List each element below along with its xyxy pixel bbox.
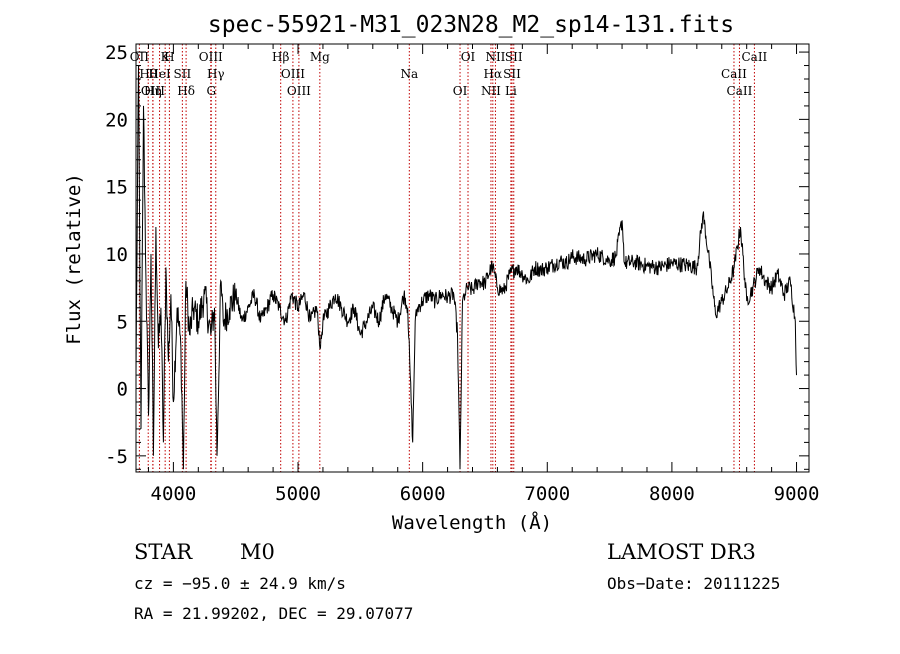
emission-line-label: NII bbox=[485, 50, 505, 64]
redshift-cz: cz = −95.0 ± 24.9 km/s bbox=[134, 574, 346, 593]
emission-line-label: SII bbox=[503, 67, 521, 81]
emission-line-label: K bbox=[161, 50, 171, 64]
emission-line-labels: OIIHθOIIIKHeIHηHSIIHδOIIIHγGHβOIIIOIIIMg… bbox=[130, 50, 768, 98]
emission-line-label: Na bbox=[400, 67, 418, 81]
object-subclass: M0 bbox=[240, 540, 275, 564]
y-tick-label: 25 bbox=[105, 42, 128, 64]
emission-line-label: SII bbox=[505, 50, 523, 64]
emission-line-label: CaII bbox=[721, 67, 747, 81]
chart-title: spec-55921-M31_023N28_M2_sp14-131.fits bbox=[208, 12, 734, 38]
y-axis: -5 0 5 10 15 20 25 bbox=[105, 42, 809, 470]
emission-line-label: H bbox=[164, 50, 174, 64]
emission-line-label: HeI bbox=[148, 67, 171, 81]
emission-line-label: OII bbox=[130, 50, 150, 64]
x-axis: 4000 5000 6000 7000 8000 9000 bbox=[147, 44, 820, 505]
emission-line-label: OIII bbox=[281, 67, 305, 81]
x-tick-label: 4000 bbox=[151, 483, 197, 505]
x-tick-label: 6000 bbox=[400, 483, 446, 505]
y-tick-label: 10 bbox=[105, 244, 128, 266]
coordinates: RA = 21.99202, DEC = 29.07077 bbox=[134, 604, 413, 623]
emission-line-label: Hδ bbox=[177, 84, 195, 98]
emission-line-label: OIII bbox=[199, 50, 223, 64]
y-tick-label: 5 bbox=[117, 311, 128, 333]
emission-lines bbox=[138, 44, 755, 472]
emission-line-label: NII bbox=[481, 84, 501, 98]
emission-line-label: Hβ bbox=[272, 50, 289, 64]
x-axis-label: Wavelength (Å) bbox=[392, 511, 552, 534]
y-tick-label: -5 bbox=[105, 446, 128, 468]
object-class: STAR bbox=[134, 540, 193, 564]
y-tick-label: 20 bbox=[105, 109, 128, 131]
emission-line-label: OI bbox=[453, 84, 468, 98]
emission-line-label: Li bbox=[505, 84, 517, 98]
spectrum-line bbox=[135, 65, 797, 470]
emission-line-label: G bbox=[206, 84, 216, 98]
y-tick-label: 15 bbox=[105, 177, 128, 199]
series-layer bbox=[135, 65, 797, 470]
emission-line-label: OI bbox=[461, 50, 476, 64]
x-tick-label: 7000 bbox=[524, 483, 570, 505]
y-tick-label: 0 bbox=[117, 379, 128, 401]
obs-date: Obs−Date: 20111225 bbox=[607, 574, 780, 593]
emission-line-label: SII bbox=[174, 67, 192, 81]
emission-line-label: CaII bbox=[727, 84, 753, 98]
y-axis-label: Flux (relative) bbox=[63, 173, 85, 345]
emission-line-label: Hη bbox=[144, 84, 162, 98]
emission-line-label: CaII bbox=[741, 50, 767, 64]
emission-line-label: Hγ bbox=[207, 67, 225, 81]
x-tick-label: 8000 bbox=[649, 483, 695, 505]
emission-line-label: Hα bbox=[484, 67, 503, 81]
plot-frame bbox=[135, 43, 810, 473]
x-tick-label: 5000 bbox=[275, 483, 321, 505]
emission-line-label: Mg bbox=[310, 50, 330, 64]
emission-line-label: Hθ bbox=[139, 67, 157, 81]
survey-name: LAMOST DR3 bbox=[607, 540, 756, 564]
emission-line-label: OIII bbox=[141, 84, 165, 98]
emission-line-label: OIII bbox=[287, 84, 311, 98]
x-tick-label: 9000 bbox=[774, 483, 820, 505]
